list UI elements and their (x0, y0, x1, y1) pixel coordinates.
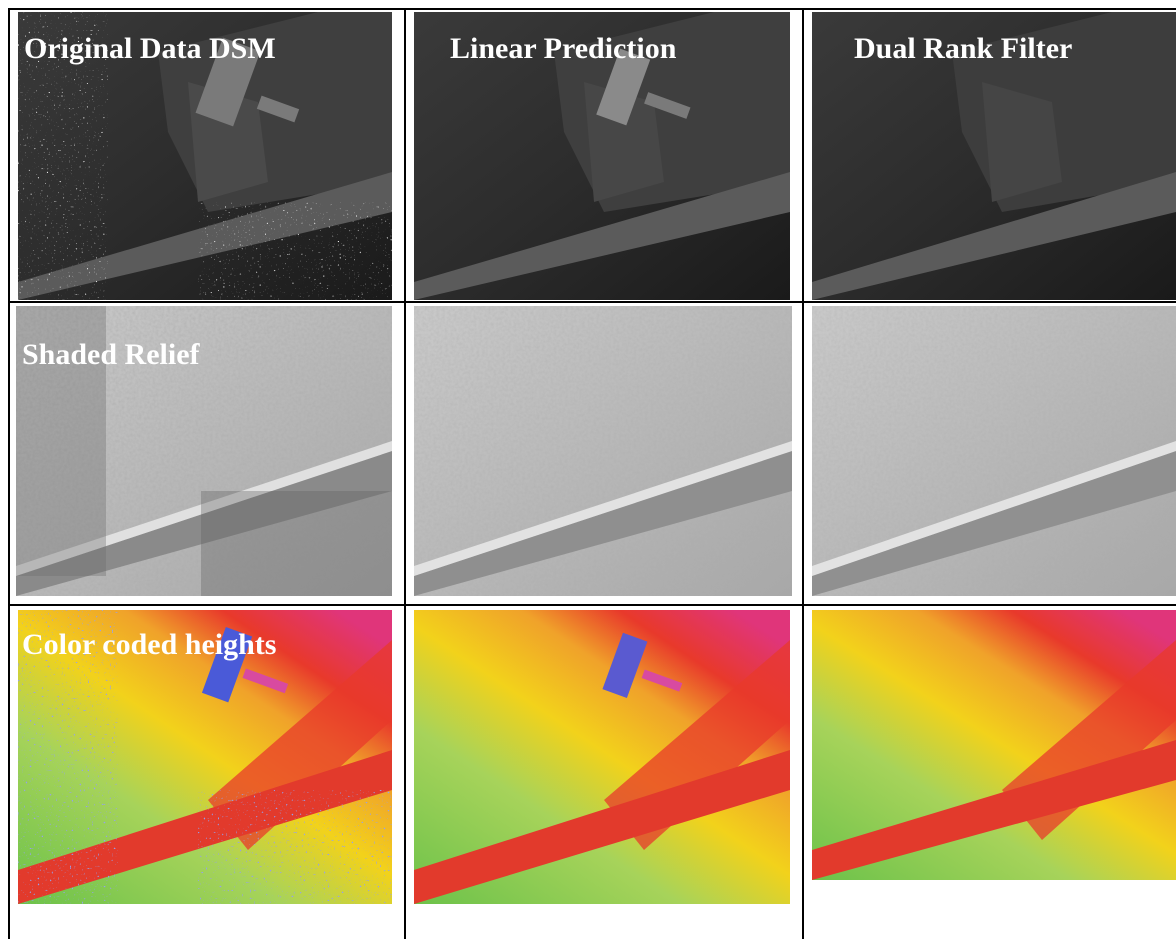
row-label-shaded: Shaded Relief (22, 338, 200, 371)
dsm-original-image (18, 12, 392, 300)
grid-line-col1 (404, 8, 406, 939)
column-label-dual: Dual Rank Filter (854, 32, 1073, 65)
grid-line-row1 (8, 301, 1176, 303)
row-label-dsm: Original Data DSM (24, 32, 276, 65)
color-original-image (18, 610, 392, 904)
relief-linear-image (414, 306, 792, 596)
row-label-color: Color coded heights (22, 628, 277, 661)
relief-original-image (16, 306, 392, 596)
grid-line-row2 (8, 604, 1176, 606)
color-linear-image (414, 610, 790, 904)
relief-dual-image (812, 306, 1176, 596)
dsm-dual-image (812, 12, 1176, 300)
grid-line-left (8, 8, 10, 939)
grid-line-col2 (802, 8, 804, 939)
column-label-linear: Linear Prediction (450, 32, 677, 65)
grid-line-top (8, 8, 1176, 10)
color-dual-image (812, 610, 1176, 880)
dsm-linear-image (414, 12, 790, 300)
